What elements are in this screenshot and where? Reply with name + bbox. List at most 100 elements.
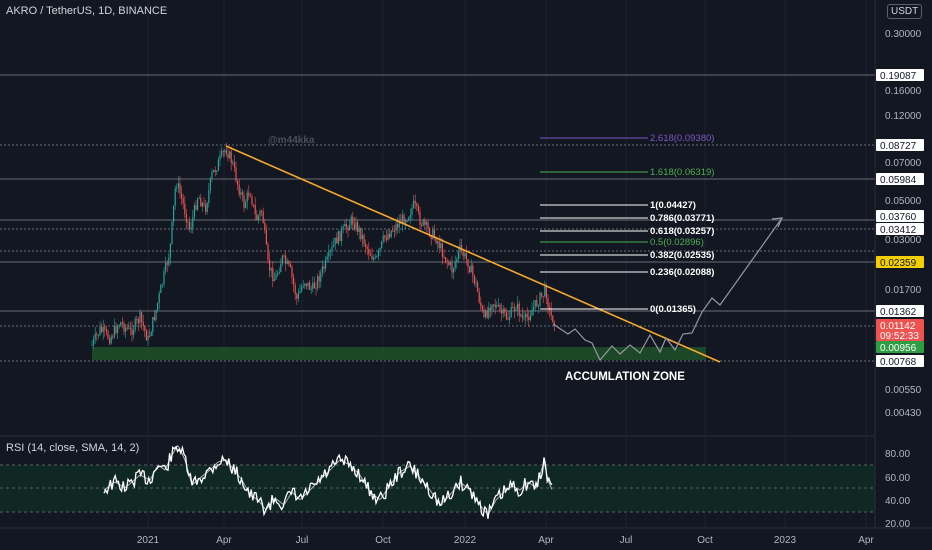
candle-body: [257, 215, 259, 221]
candle-body: [424, 219, 426, 225]
candle-body: [547, 298, 549, 308]
candle-body: [531, 310, 533, 317]
candle-body: [526, 313, 528, 317]
rsi-tick: 40.00: [885, 496, 910, 507]
candle-body: [417, 206, 419, 212]
candle-body: [377, 250, 379, 257]
candle-body: [187, 221, 189, 223]
candle-body: [489, 307, 491, 310]
candle-body: [301, 286, 303, 291]
candle-body: [277, 273, 279, 275]
candle-body: [425, 222, 427, 225]
candle-body: [139, 312, 141, 324]
x-tick: Jul: [296, 535, 309, 546]
candle-body: [429, 228, 431, 237]
candle-body: [158, 293, 160, 304]
price-label-bg: [876, 223, 924, 235]
candle-body: [185, 213, 187, 223]
candle-body: [211, 172, 213, 179]
candle-body: [433, 229, 435, 238]
candle-body: [432, 229, 434, 239]
candle-body: [142, 321, 144, 327]
candle-body: [315, 287, 317, 289]
candle-body: [513, 307, 515, 311]
candle-body: [214, 169, 216, 172]
candle-body: [121, 322, 123, 324]
candle-body: [213, 169, 215, 173]
candle-body: [534, 300, 536, 308]
candle-body: [473, 275, 475, 284]
candle-body: [365, 244, 367, 248]
candle-body: [312, 282, 314, 289]
candle-body: [245, 202, 247, 208]
candle-body: [553, 322, 555, 326]
candle-body: [219, 155, 221, 160]
candle-body: [249, 196, 251, 198]
candle-body: [200, 197, 202, 207]
candle-body: [387, 234, 389, 240]
candle-body: [131, 328, 133, 335]
x-tick: Jul: [620, 535, 633, 546]
candle-body: [118, 325, 120, 328]
currency-selector[interactable]: USDT: [887, 4, 923, 19]
candle-body: [497, 304, 499, 306]
descending-trendline: [225, 145, 721, 363]
candle-body: [385, 237, 387, 240]
time-axis[interactable]: 2021 Apr Jul Oct 2022 Apr Jul Oct 2023 A…: [0, 527, 932, 546]
x-tick: Apr: [858, 535, 874, 546]
candle-body: [112, 336, 114, 338]
candle-body: [344, 224, 346, 227]
candle-body: [449, 262, 451, 265]
candle-body: [337, 231, 339, 244]
candle-body: [512, 307, 514, 309]
y-tick: 0.16000: [885, 86, 922, 97]
candle-body: [206, 202, 208, 212]
candle-body: [222, 151, 224, 153]
candle-body: [414, 200, 416, 204]
candle-body: [294, 284, 296, 295]
candle-body: [176, 187, 178, 189]
candle-body: [408, 217, 410, 221]
candle-body: [134, 319, 136, 330]
rsi-title[interactable]: RSI (14, close, SMA, 14, 2): [6, 442, 140, 454]
candle-body: [374, 256, 376, 259]
candle-body: [104, 327, 106, 330]
symbol-title[interactable]: AKRO / TetherUS, 1D, BINANCE: [6, 5, 168, 17]
candle-body: [350, 216, 352, 225]
candle-body: [368, 248, 370, 255]
candle-body: [419, 211, 421, 225]
candle-body: [163, 271, 165, 285]
x-tick: 2022: [454, 535, 477, 546]
candle-body: [505, 312, 507, 319]
candle-body: [477, 282, 479, 292]
candle-body: [254, 204, 256, 215]
candle-body: [208, 190, 210, 203]
x-tick: Oct: [375, 535, 391, 546]
candle-body: [342, 226, 344, 230]
fib-label: 0.236(0.02088): [650, 267, 714, 278]
candle-body: [173, 205, 175, 222]
candle-body: [283, 255, 285, 257]
candle-body: [504, 308, 506, 313]
candle-body: [382, 235, 384, 242]
price-axis[interactable]: 0.30000 0.16000 0.12000 0.07000 0.05000 …: [874, 0, 922, 528]
candle-body: [293, 277, 295, 285]
candle-body: [216, 170, 218, 172]
candle-body: [465, 253, 467, 260]
candle-body: [241, 192, 243, 196]
candle-body: [230, 151, 232, 163]
fib-label: 1(0.04427): [650, 200, 696, 211]
candle-body: [469, 267, 471, 273]
candle-body: [137, 319, 139, 324]
candle-body: [262, 211, 264, 223]
candle-body: [197, 198, 199, 210]
candle-body: [238, 184, 240, 195]
candle-body: [145, 330, 147, 341]
candle-body: [361, 235, 363, 240]
candle-body: [475, 282, 477, 284]
candle-body: [550, 309, 552, 316]
candle-body: [510, 307, 512, 317]
candle-body: [203, 203, 205, 205]
